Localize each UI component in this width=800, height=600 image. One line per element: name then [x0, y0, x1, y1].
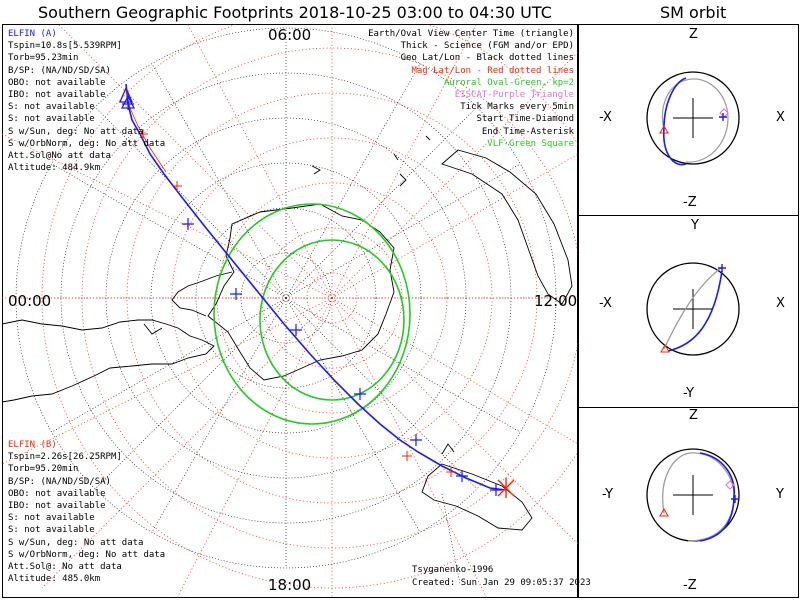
panel1-left-label: -X: [599, 110, 612, 125]
legend-item: Start Time-Diamond: [476, 114, 574, 125]
legend-item: Earth/Oval View Center Time (triangle): [368, 29, 574, 39]
created-label: Created: Sun Jan 29 09:05:37 2023: [412, 578, 591, 588]
hour-label-bottom: 18:00: [268, 576, 312, 594]
panel3-right-label: Y: [776, 487, 784, 502]
coastlines: [2, 135, 573, 531]
elfin-b-line: OBO: not available: [8, 488, 106, 499]
panel1-top-label: Z: [689, 27, 698, 42]
panel1-bottom-label: -Z: [683, 195, 697, 210]
elfin-b-line: Att.Sol@: No att data: [8, 562, 122, 573]
elfin-b-info: ELFIN (B) Tspin=2.26s[26.25RPM] Torb=95.…: [8, 439, 165, 585]
elfin-b-line: IBO: not available: [8, 501, 106, 512]
legend-item: Mag Lat/Lon - Red dotted lines: [411, 65, 574, 76]
panel3-bottom-label: -Z: [683, 578, 697, 593]
orbit-plot-xy: [646, 262, 740, 356]
elfin-a-line: Altitude: 484.9km: [8, 163, 101, 174]
elfin-a-line: Att.Sol@No att data: [8, 151, 111, 162]
elfin-a-name: ELFIN (A): [8, 29, 57, 39]
hour-label-top: 06:00: [268, 26, 312, 44]
elfin-a-line: S w/OrbNorm, deg: No att data: [8, 138, 166, 149]
legend-item: Tick Marks every 5min: [460, 102, 574, 113]
elfin-b-name: ELFIN (B): [8, 440, 57, 450]
elfin-b-line: Torb=95.20min: [8, 464, 79, 475]
legend-item: End Time-Asterisk: [481, 126, 574, 137]
elfin-b-line: B/SP: (NA/ND/SD/SA): [8, 476, 111, 487]
panel2-left-label: -X: [599, 296, 612, 311]
legend-item: Auroral Oval-Green, kp=2: [443, 77, 574, 88]
panel2-right-label: X: [776, 296, 785, 311]
elfin-b-line: Altitude: 485.0km: [8, 574, 101, 585]
orbit-plot-xz: [646, 71, 740, 166]
elfin-a-line: Torb=95.23min: [8, 53, 79, 64]
legend-item: Geo Lat/Lon - Black dotted lines: [400, 53, 574, 64]
elfin-a-line: IBO: not available: [8, 90, 106, 101]
legend-item: Thick - Science (FGM and/or EPD): [400, 41, 574, 52]
elfin-a-line: Tspin=10.8s[5.539RPM]: [8, 41, 122, 52]
elfin-b-ticks: [138, 129, 456, 477]
elfin-a-ticks: [122, 98, 502, 496]
elfin-b-line: S: not available: [8, 525, 95, 536]
elfin-a-track: [125, 83, 507, 491]
panel2-top-label: Y: [691, 218, 699, 233]
elfin-a-line: B/SP: (NA/ND/SD/SA): [8, 65, 111, 76]
elfin-b-line: S: not available: [8, 513, 95, 524]
legend-item: EISCAT-Purple Triangle: [454, 90, 574, 101]
hour-label-left: 00:00: [8, 292, 52, 310]
elfin-a-info: ELFIN (A) Tspin=10.8s[5.539RPM] Torb=95.…: [8, 28, 165, 174]
orbit-panel-yz: [578, 407, 799, 598]
elfin-b-line: Tspin=2.26s[26.25RPM]: [8, 452, 122, 463]
map-frame: [2, 24, 578, 598]
legend-item: VLF-Green Square: [487, 138, 574, 149]
hour-label-right: 12:00: [534, 292, 578, 310]
orbit-title: SM orbit: [660, 3, 727, 22]
legend: Earth/Oval View Center Time (triangle) T…: [344, 28, 574, 150]
auroral-oval: [213, 203, 411, 425]
panel3-left-label: -Y: [602, 487, 614, 502]
model-label: Tsyganenko-1996: [412, 565, 494, 575]
plot-title: Southern Geographic Footprints 2018-10-2…: [38, 3, 552, 22]
elfin-b-line: S w/OrbNorm, deg: No att data: [8, 549, 166, 560]
panel1-right-label: X: [776, 110, 785, 125]
elfin-a-line: S: not available: [8, 102, 95, 113]
polar-map: [2, 24, 578, 598]
elfin-a-line: OBO: not available: [8, 77, 106, 88]
panel2-bottom-label: -Y: [683, 386, 695, 401]
orbit-plot-yz: [646, 448, 740, 542]
elfin-b-line: S w/Sun, deg: No att data: [8, 537, 144, 548]
panel3-top-label: Z: [689, 408, 698, 423]
elfin-a-line: S: not available: [8, 114, 95, 125]
elfin-a-line: S w/Sun, deg: No att data: [8, 126, 144, 137]
end-asterisk: [497, 478, 515, 498]
view-center-triangle: [119, 86, 136, 109]
